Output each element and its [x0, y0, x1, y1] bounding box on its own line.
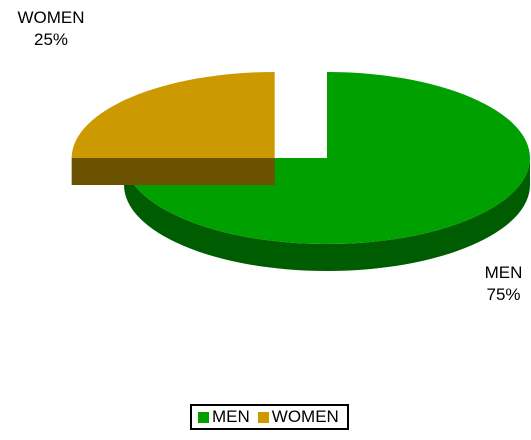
legend-label-men: MEN [212, 407, 250, 426]
legend-item-women: WOMEN [257, 407, 339, 427]
slice-label-men-name: MEN [484, 263, 523, 282]
pie-slice-men [124, 72, 530, 271]
legend-swatch-women [257, 411, 269, 423]
slice-label-men: MEN 75% [476, 262, 531, 306]
legend-swatch-men [198, 411, 209, 423]
slice-label-women-value: 25% [33, 30, 69, 49]
pie-slice-top-men [124, 72, 530, 244]
pie-slice-top-women [71, 72, 275, 158]
legend-item-men: MEN [198, 407, 250, 427]
pie-slice-side-men [124, 158, 530, 271]
pie-slice-women [71, 72, 275, 185]
legend-label-women: WOMEN [271, 407, 339, 426]
slice-label-women-name: WOMEN [17, 8, 85, 27]
legend: MEN WOMEN [190, 404, 349, 430]
slice-label-women: WOMEN 25% [6, 7, 96, 51]
slice-label-men-value: 75% [486, 285, 521, 304]
pie-slice-side-women [71, 158, 275, 185]
